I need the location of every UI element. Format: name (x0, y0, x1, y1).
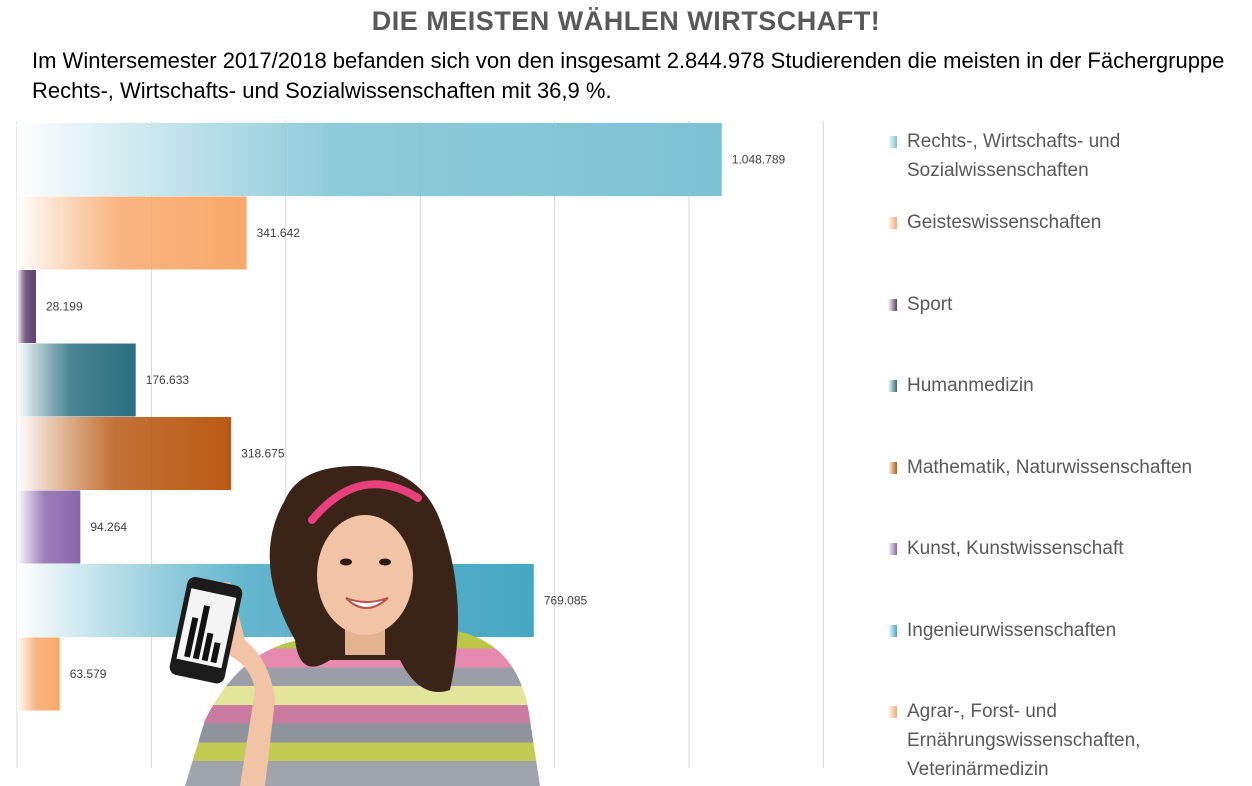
legend-label: Humanmedizin (907, 375, 1034, 396)
legend-swatch (888, 543, 897, 555)
chart-subtitle: Im Wintersemester 2017/2018 befanden sic… (32, 48, 1225, 103)
legend-swatch (888, 380, 897, 392)
legend-label: Mathematik, Naturwissenschaften (907, 457, 1193, 478)
bar-3 (17, 270, 36, 343)
value-label-3: 28.199 (46, 300, 83, 314)
legend-label: Agrar-, Forst- und Ernährungswissenschaf… (907, 701, 1141, 780)
legend-label: Sport (907, 294, 953, 315)
headband (308, 480, 422, 524)
legend-label: Ingenieurwissenschaften (907, 620, 1117, 641)
legend-label: Rechts-, Wirtschafts- und Sozialwissensc… (907, 131, 1121, 181)
bar-6 (17, 490, 81, 564)
value-label-1: 1.048.789 (732, 153, 786, 167)
value-labels: 1.048.789 341.642 28.199 176.633 318.675 94.2… (46, 153, 786, 682)
phone-icon (169, 576, 243, 684)
legend-swatch (888, 462, 897, 474)
value-label-5: 318.675 (241, 447, 285, 461)
legend-label: Geisteswissenschaften (907, 212, 1102, 233)
legend-swatch (888, 217, 897, 229)
legend-swatch (888, 299, 897, 311)
legend-swatch (888, 625, 897, 637)
value-label-7: 769.085 (544, 594, 588, 608)
value-label-6: 94.264 (90, 520, 127, 534)
bar-1 (17, 123, 722, 196)
value-label-8: 63.579 (70, 667, 107, 681)
bars (17, 123, 722, 711)
bar-5 (17, 417, 232, 490)
bar-2 (17, 196, 247, 270)
legend-swatch (888, 136, 897, 148)
bar-4 (17, 343, 136, 417)
legend-label: Kunst, Kunstwissenschaft (907, 538, 1124, 559)
value-label-2: 341.642 (257, 226, 301, 240)
legend-swatch (888, 706, 897, 718)
bar-8 (17, 637, 60, 711)
chart-title: DIE MEISTEN WÄHLEN WIRTSCHAFT! (371, 6, 881, 36)
value-label-4: 176.633 (146, 373, 190, 387)
